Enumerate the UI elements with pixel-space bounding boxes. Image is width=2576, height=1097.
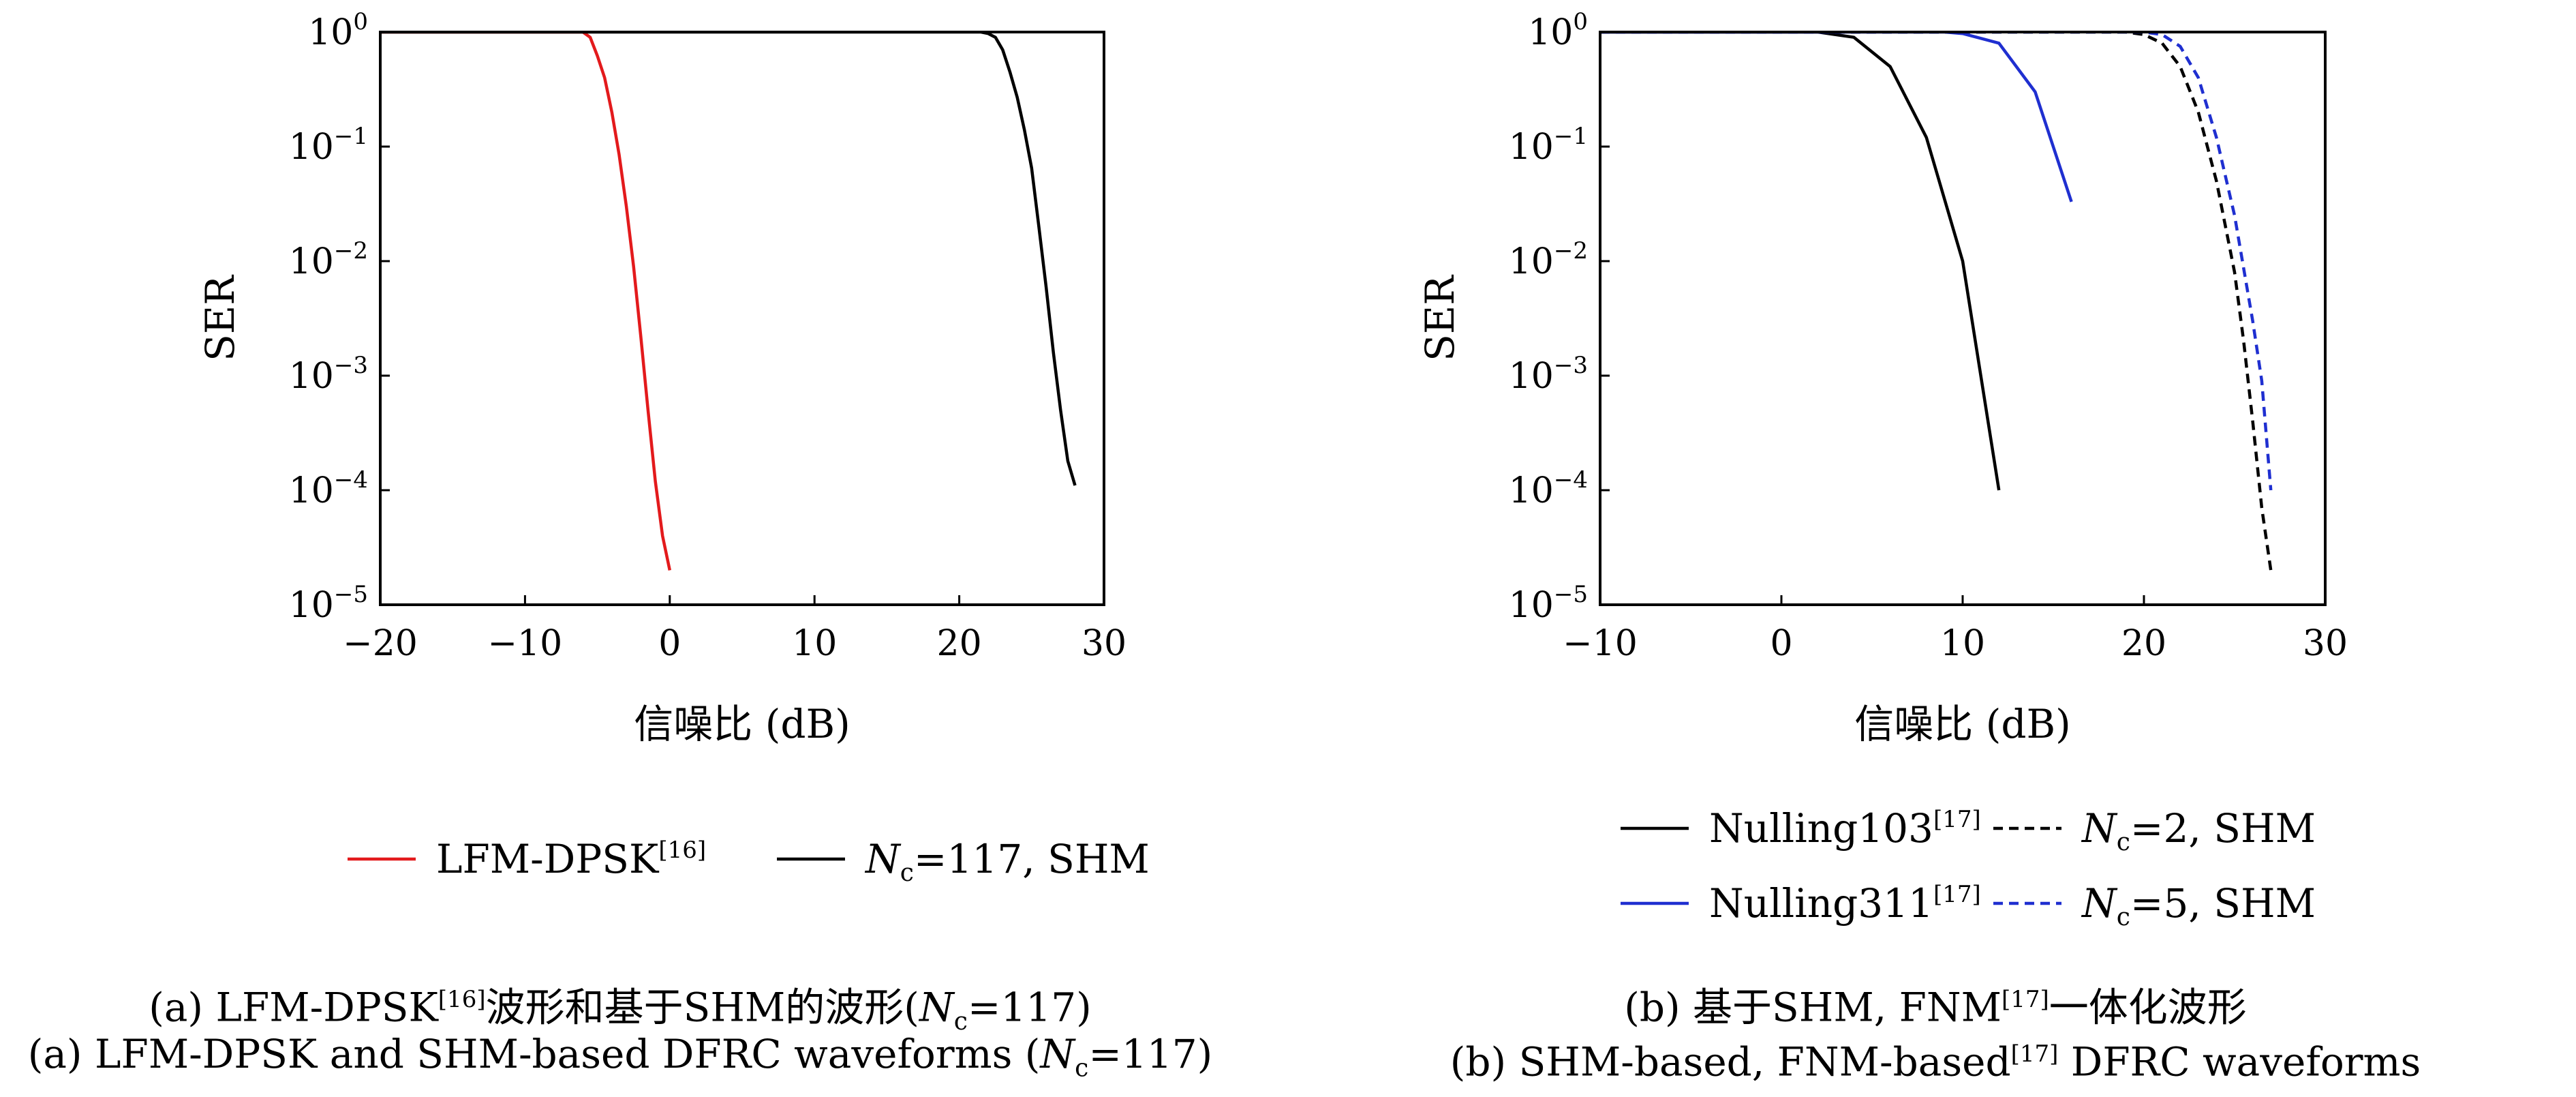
x-tick-label: 0 [1770, 623, 1792, 664]
y-axis-label: SER [197, 274, 243, 361]
legend-label-name: Nulling103 [1709, 805, 1933, 852]
y-tick-exponent: −3 [1554, 352, 1588, 379]
x-tick-label: −10 [488, 623, 563, 664]
x-tick-label: 10 [1940, 623, 1985, 664]
x-tick-label: 0 [658, 623, 681, 664]
caption-b-chinese: (b) 基于SHM, FNM[17]一体化波形 [1624, 984, 2247, 1031]
x-tick-label: 30 [1082, 623, 1126, 664]
series-line-b-0 [1600, 32, 2001, 491]
legend-label-symbol: N [2081, 880, 2118, 927]
caption-a-chinese: (a) LFM-DPSK[16]波形和基于SHM的波形(Nc=117) [149, 984, 1092, 1036]
x-tick-label: 30 [2303, 623, 2348, 664]
legend-label-rest: =117, SHM [914, 836, 1150, 882]
y-tick-exponent: −1 [334, 123, 368, 150]
y-tick-label: 10−5 [289, 581, 368, 626]
plot-frame-a [379, 31, 1105, 606]
y-tick-exponent: −5 [334, 581, 368, 608]
legend-label-name: Nulling311 [1709, 880, 1933, 927]
y-tick-label: 10−1 [289, 123, 368, 168]
y-tick-label: 10−2 [1509, 237, 1588, 282]
y-tick-label: 10−4 [289, 466, 368, 511]
caption-b-english: (b) SHM-based, FNM-based[17] DFRC wavefo… [1450, 1038, 2421, 1085]
legend-label: LFM-DPSK[16] [436, 836, 706, 882]
series-line-a-0 [380, 32, 672, 571]
y-tick-label: 10−2 [289, 237, 368, 282]
x-tick-label: 20 [937, 623, 982, 664]
legend-label-rest: =5, SHM [2130, 880, 2316, 927]
x-tick-label: 10 [792, 623, 837, 664]
legend-label-ref: [17] [1933, 806, 1981, 833]
legend-label: Nc=2, SHM [2081, 805, 2316, 856]
legend-label-ref: [16] [658, 837, 706, 864]
x-axis-label: 信噪比 (dB) [1854, 701, 2070, 747]
y-tick-exponent: 0 [353, 8, 368, 35]
legend-label-subscript: c [2117, 828, 2130, 856]
legend-label-ref: [17] [1933, 881, 1981, 908]
legend-label-symbol: N [864, 836, 902, 882]
legend-label-subscript: c [900, 859, 914, 887]
legend-label: Nulling311[17] [1709, 880, 1981, 927]
series-line-b-2 [1600, 32, 2073, 202]
plot-frame-b [1599, 31, 2327, 606]
y-tick-label: 100 [1528, 8, 1588, 53]
y-tick-label: 100 [308, 8, 368, 53]
y-tick-exponent: −1 [1554, 123, 1588, 150]
y-tick-exponent: −2 [1554, 237, 1588, 265]
x-tick-label: −10 [1563, 623, 1638, 664]
legend-label-name: LFM-DPSK [436, 836, 660, 882]
chart-panel-a: −20 −10 0 10 20 3010010−110−210−310−410−5信噪比 … [197, 8, 1150, 887]
x-axis-label: 信噪比 (dB) [634, 701, 850, 747]
legend-label: Nc=5, SHM [2081, 880, 2316, 931]
y-tick-exponent: −3 [334, 352, 368, 379]
caption-a-english: (a) LFM-DPSK and SHM-based DFRC waveform… [27, 1031, 1213, 1083]
x-tick-label: −20 [343, 623, 418, 664]
x-tick-label: 20 [2121, 623, 2166, 664]
y-axis-label: SER [1417, 274, 1463, 361]
legend-label-symbol: N [2081, 805, 2118, 852]
series-line-b-3 [1600, 32, 2273, 491]
y-tick-exponent: −4 [334, 466, 368, 494]
y-tick-exponent: 0 [1573, 8, 1588, 35]
legend-label: Nc=117, SHM [864, 836, 1150, 887]
y-tick-label: 10−1 [1509, 123, 1588, 168]
series-line-b-1 [1600, 32, 2273, 571]
y-tick-exponent: −2 [334, 237, 368, 265]
legend-label-rest: =2, SHM [2130, 805, 2316, 852]
y-tick-label: 10−5 [1509, 581, 1588, 626]
series-line-a-1 [380, 32, 1077, 486]
y-tick-label: 10−4 [1509, 466, 1588, 511]
y-tick-label: 10−3 [1509, 352, 1588, 397]
y-tick-exponent: −5 [1554, 581, 1588, 608]
legend-label-subscript: c [2117, 903, 2130, 931]
y-tick-exponent: −4 [1554, 466, 1588, 494]
legend-label: Nulling103[17] [1709, 805, 1981, 852]
y-tick-label: 10−3 [289, 352, 368, 397]
